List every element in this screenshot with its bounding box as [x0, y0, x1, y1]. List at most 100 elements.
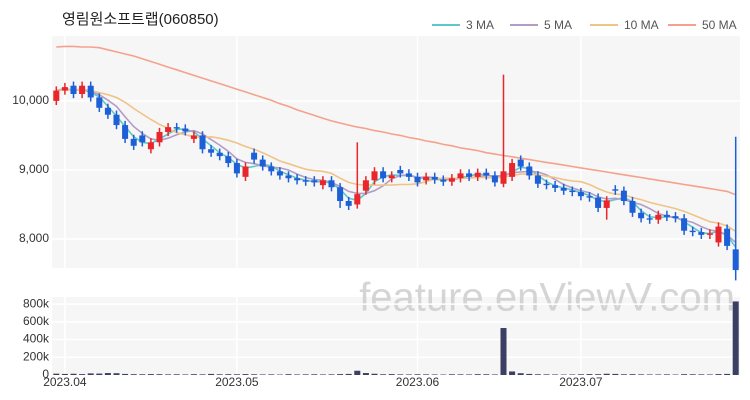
volume-bar: [165, 374, 172, 375]
candle-body: [509, 163, 516, 177]
volume-bar: [646, 374, 653, 375]
volume-bar: [147, 374, 154, 375]
volume-bar: [706, 374, 713, 375]
volume-bar: [397, 374, 404, 375]
candle-body: [328, 180, 335, 188]
price-panel: [52, 36, 740, 268]
candle-body: [620, 190, 627, 202]
volume-bar: [732, 301, 739, 375]
volume-bar: [87, 373, 94, 375]
candle-body: [87, 85, 94, 98]
volume-bar: [500, 328, 507, 375]
volume-tick-label: 0: [42, 367, 49, 381]
watermark: feature.enViewV.com: [359, 276, 735, 320]
volume-bar: [311, 374, 318, 375]
chart-title: 영림원소프트랩(060850): [62, 11, 219, 28]
candle-body: [147, 142, 154, 150]
candle-body: [139, 135, 146, 143]
candle-body: [655, 214, 662, 220]
candle-body: [689, 230, 696, 233]
volume-bar: [104, 373, 111, 375]
candle-body: [302, 180, 309, 182]
candle-body: [259, 159, 266, 167]
candle-body: [638, 212, 645, 219]
candle-body: [663, 214, 670, 217]
volume-bar: [448, 374, 455, 375]
y-tick-label: 10,000: [12, 93, 49, 107]
candle-body: [629, 201, 636, 213]
candle-body: [122, 125, 129, 139]
volume-bar: [629, 374, 636, 375]
legend-label: 3 MA: [466, 18, 494, 32]
volume-bar: [302, 374, 309, 375]
candle-body: [294, 178, 301, 181]
volume-bar: [620, 374, 627, 375]
x-tick-label: 2023.04: [43, 375, 87, 389]
candle-body: [483, 172, 490, 176]
candle-body: [268, 166, 275, 172]
candle-body: [156, 131, 163, 143]
volume-bar: [337, 374, 344, 375]
volume-bar: [724, 373, 731, 375]
candle-body: [208, 149, 215, 153]
candle-body: [706, 233, 713, 235]
candle-body: [448, 178, 455, 182]
volume-bar: [216, 374, 223, 375]
candle-body: [104, 107, 111, 115]
candle-body: [70, 85, 77, 94]
volume-bar: [173, 374, 180, 375]
candle-body: [586, 196, 593, 198]
volume-bar: [345, 373, 352, 375]
y-tick-label: 8,000: [19, 231, 49, 245]
candle-body: [354, 194, 361, 205]
volume-bar: [423, 374, 430, 375]
volume-bar: [689, 374, 696, 375]
volume-bar: [603, 373, 610, 375]
candle-body: [345, 201, 352, 206]
volume-bar: [242, 374, 249, 375]
candle-body: [414, 176, 421, 183]
volume-bar: [491, 374, 498, 375]
y-tick-label: 9,000: [19, 162, 49, 176]
candle-body: [646, 218, 653, 220]
volume-bar: [53, 373, 60, 375]
candle-body: [380, 171, 387, 179]
volume-bar: [595, 374, 602, 375]
volume-bar: [371, 373, 378, 375]
candle-body: [276, 171, 283, 176]
volume-bar: [362, 373, 369, 375]
volume-bar: [130, 374, 137, 375]
candle-body: [61, 87, 68, 91]
volume-bar: [225, 374, 232, 375]
volume-bar: [466, 374, 473, 375]
candle-body: [612, 189, 619, 191]
volume-panel: [52, 297, 740, 375]
volume-tick-label: 400k: [23, 332, 50, 346]
candle-body: [595, 197, 602, 208]
candle-body: [577, 192, 584, 197]
candle-body: [285, 175, 292, 179]
legend-label: 10 MA: [624, 18, 659, 32]
candle-body: [672, 216, 679, 219]
candle-body: [526, 166, 533, 176]
candle-body: [190, 135, 197, 139]
volume-bar: [79, 374, 86, 375]
volume-bar: [483, 374, 490, 375]
candle-body: [242, 166, 249, 177]
volume-bar: [328, 374, 335, 375]
volume-tick-label: 800k: [23, 296, 50, 310]
volume-bar: [156, 374, 163, 375]
volume-tick-label: 200k: [23, 349, 50, 363]
candle-body: [552, 185, 559, 188]
candle-body: [466, 173, 473, 177]
candle-body: [251, 152, 258, 160]
candle-body: [182, 128, 189, 132]
candle-body: [216, 152, 223, 157]
candle-body: [715, 226, 722, 243]
volume-bar: [380, 374, 387, 375]
volume-bar: [577, 374, 584, 375]
volume-bar: [113, 373, 120, 375]
volume-bar: [474, 374, 481, 375]
volume-bar: [681, 374, 688, 375]
volume-bar: [534, 374, 541, 375]
